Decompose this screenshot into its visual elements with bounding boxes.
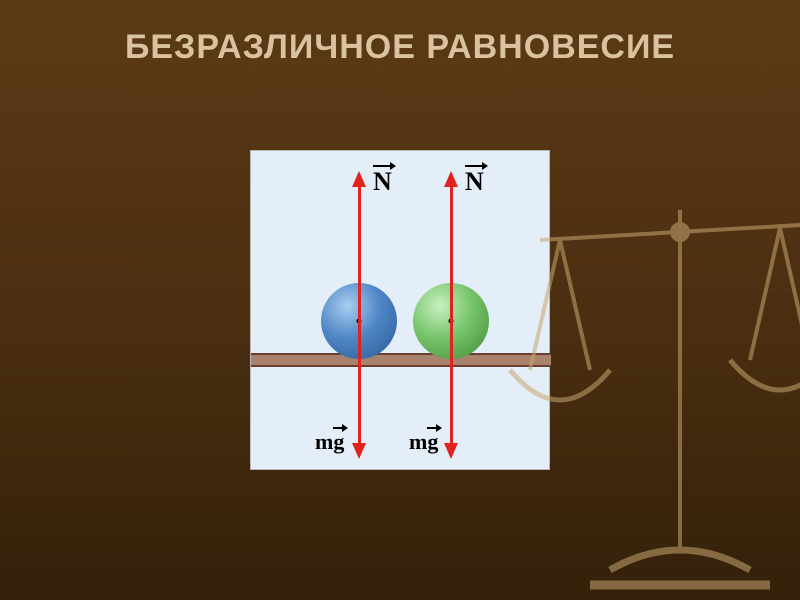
arrow-up-2 <box>444 171 458 187</box>
label-N-1: N <box>373 167 392 197</box>
slide: БЕЗРАЗЛИЧНОЕ РАВНОВЕСИЕ N N mg mg <box>0 0 800 600</box>
physics-diagram: N N mg mg <box>250 150 550 470</box>
label-N-2-text: N <box>465 167 484 197</box>
label-mg-1-g: g <box>333 429 344 455</box>
label-mg-2-g: g <box>427 429 438 455</box>
arrow-down-1 <box>352 443 366 459</box>
surface-line <box>251 353 551 367</box>
arrow-down-2 <box>444 443 458 459</box>
slide-title: БЕЗРАЗЛИЧНОЕ РАВНОВЕСИЕ <box>0 28 800 67</box>
vector-line-1 <box>358 183 361 447</box>
label-N-1-text: N <box>373 167 392 197</box>
arrow-up-1 <box>352 171 366 187</box>
label-N-2: N <box>465 167 484 197</box>
label-mg-2: mg <box>409 429 438 455</box>
vector-line-2 <box>450 183 453 447</box>
label-mg-1: mg <box>315 429 344 455</box>
